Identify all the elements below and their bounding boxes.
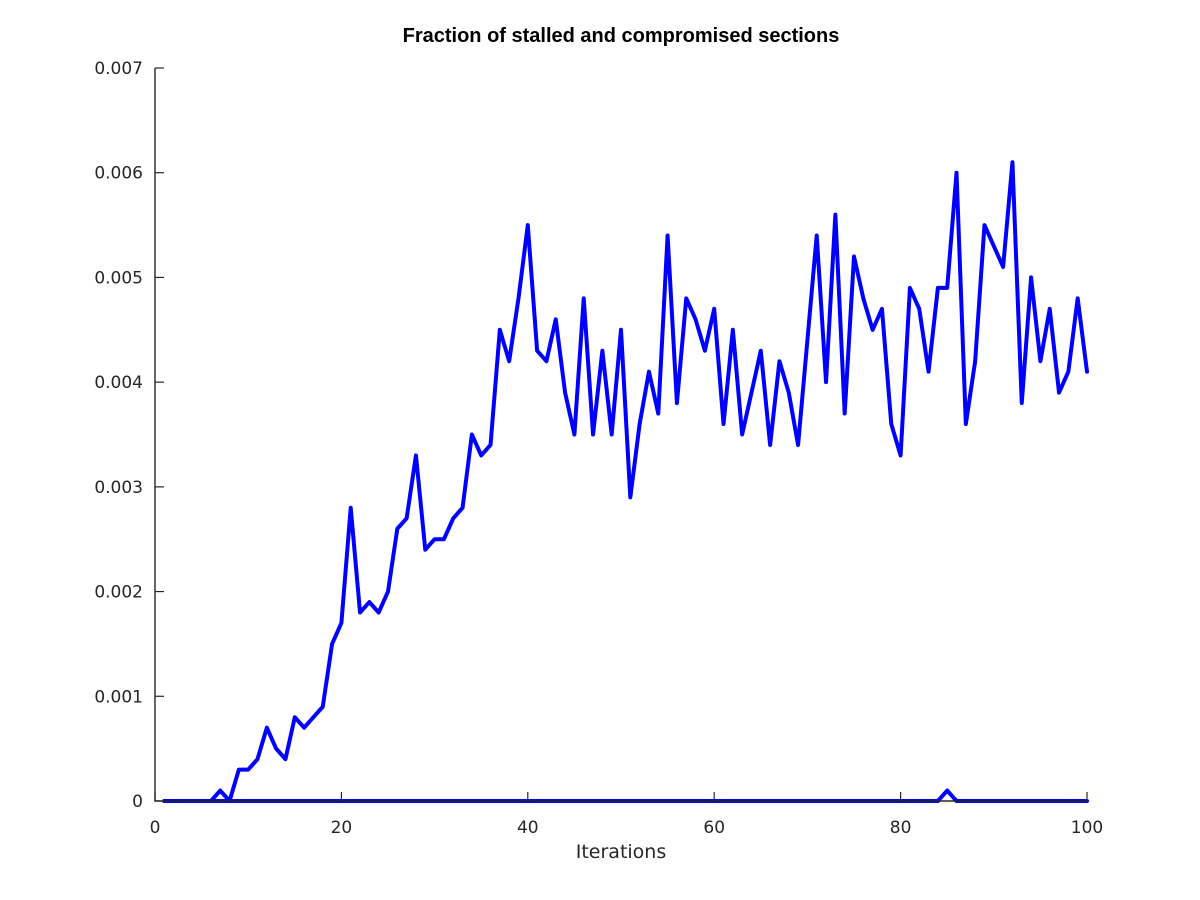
x-tick-label: 100 (1071, 818, 1103, 838)
x-tick-label: 0 (150, 818, 161, 838)
chart-title: Fraction of stalled and compromised sect… (403, 25, 840, 47)
y-tick-label: 0.005 (94, 268, 143, 288)
x-tick-label: 80 (890, 818, 912, 838)
y-axis-ticks: 0 0.001 0.002 0.003 0.004 0.005 0.006 0.007 (94, 59, 164, 812)
y-tick-label: 0.003 (94, 478, 143, 498)
y-tick-label: 0.002 (94, 583, 143, 603)
series-line-2 (162, 788, 1089, 803)
series-line-1 (162, 160, 1089, 803)
y-tick-label: 0.007 (94, 59, 143, 79)
y-tick-label: 0.004 (94, 373, 143, 393)
x-tick-label: 60 (703, 818, 725, 838)
x-tick-label: 20 (331, 818, 353, 838)
y-tick-label: 0.001 (94, 687, 143, 707)
series-layer (162, 160, 1089, 803)
x-tick-label: 40 (517, 818, 539, 838)
y-tick-label: 0.006 (94, 164, 143, 184)
x-axis-ticks: 0 20 40 60 80 100 (150, 792, 1103, 838)
axes-frame (154, 68, 1087, 802)
x-axis-label: Iterations (576, 841, 667, 863)
y-tick-label: 0 (132, 792, 143, 812)
